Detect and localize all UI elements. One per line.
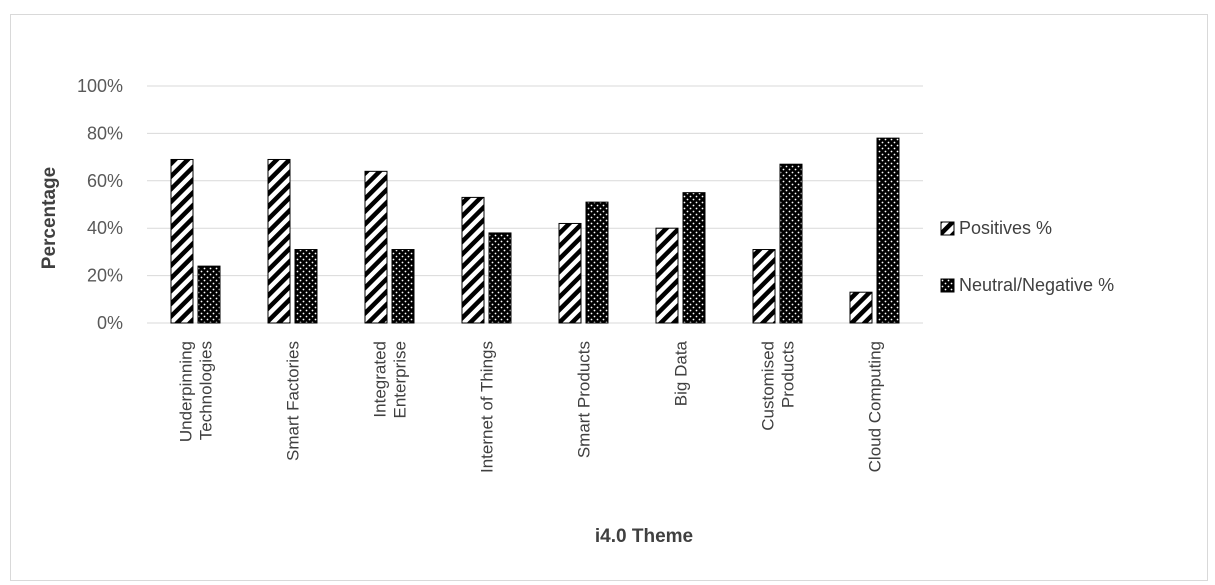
bar-neutral-negative bbox=[876, 137, 900, 324]
bar-positives bbox=[849, 291, 873, 324]
y-axis-ticks: 0% 20% 40% 60% 80% 100% bbox=[77, 76, 123, 333]
x-category-label: Cloud Computing bbox=[866, 341, 885, 472]
bar-positives bbox=[170, 158, 194, 324]
bar-positives bbox=[364, 170, 388, 324]
bar-neutral-negative bbox=[391, 249, 415, 324]
bar-neutral-negative bbox=[585, 201, 609, 324]
bar-neutral-negative bbox=[488, 232, 512, 324]
y-axis-title: Percentage bbox=[39, 167, 60, 269]
x-category-label: Integrated bbox=[371, 341, 390, 418]
x-category-label: Products bbox=[779, 341, 798, 408]
y-tick-label: 80% bbox=[87, 123, 123, 143]
legend-label: Positives % bbox=[959, 218, 1052, 238]
bar-neutral-negative bbox=[682, 192, 706, 324]
y-tick-label: 100% bbox=[77, 76, 123, 96]
legend: Positives % Neutral/Negative % bbox=[940, 218, 1114, 295]
x-category-label: Enterprise bbox=[391, 341, 410, 418]
bar-positives bbox=[558, 222, 582, 324]
bar-chart: 0% 20% 40% 60% 80% 100% Underpinning Technolog… bbox=[39, 76, 1114, 547]
y-tick-label: 0% bbox=[97, 313, 123, 333]
chart-frame: 0% 20% 40% 60% 80% 100% Underpinning Technolog… bbox=[10, 14, 1208, 581]
bars bbox=[170, 137, 900, 324]
bar-positives bbox=[461, 196, 485, 324]
bar-positives bbox=[655, 227, 679, 324]
bar-positives bbox=[267, 158, 291, 324]
legend-swatch bbox=[940, 221, 955, 236]
x-category-label: Smart Factories bbox=[284, 341, 303, 461]
y-tick-label: 20% bbox=[87, 266, 123, 286]
x-category-label: Technologies bbox=[197, 341, 216, 440]
y-tick-label: 40% bbox=[87, 218, 123, 238]
x-category-label: Big Data bbox=[672, 340, 691, 406]
legend-label: Neutral/Negative % bbox=[959, 275, 1114, 295]
x-category-label: Smart Products bbox=[575, 341, 594, 458]
x-axis-title: i4.0 Theme bbox=[595, 526, 693, 547]
bar-neutral-negative bbox=[294, 249, 318, 324]
legend-swatch bbox=[940, 278, 955, 293]
x-category-label: Internet of Things bbox=[478, 341, 497, 473]
gridlines bbox=[147, 85, 923, 324]
x-category-label: Customised bbox=[759, 341, 778, 431]
bar-positives bbox=[752, 249, 776, 324]
bar-neutral-negative bbox=[197, 265, 221, 324]
y-tick-label: 60% bbox=[87, 171, 123, 191]
x-category-label: Underpinning bbox=[177, 341, 196, 442]
bar-neutral-negative bbox=[779, 163, 803, 324]
x-axis-categories: Underpinning Technologies Smart Factories I… bbox=[177, 340, 885, 473]
